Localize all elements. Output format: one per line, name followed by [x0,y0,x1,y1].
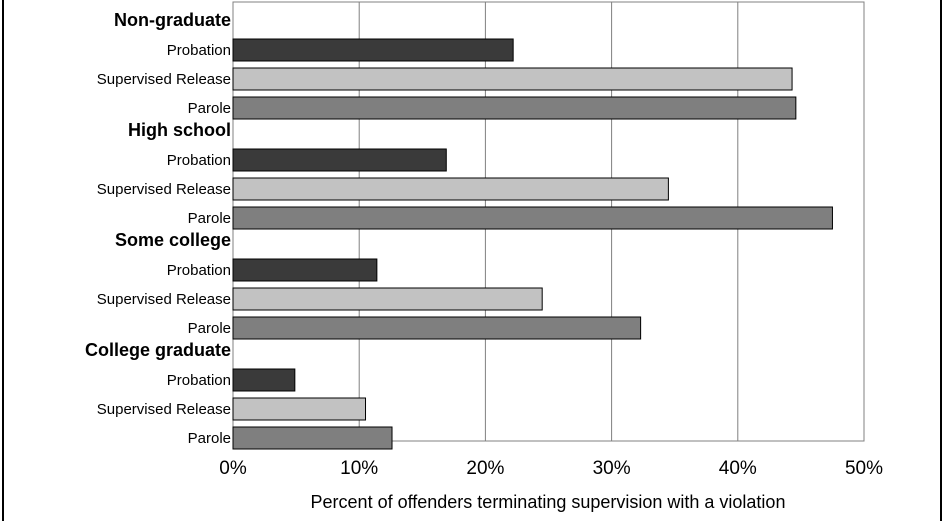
bar [232,287,543,311]
x-tick-label: 30% [593,458,631,479]
category-label: Probation [167,42,231,59]
bar [232,177,669,201]
bar [232,368,296,392]
bar [232,148,447,172]
category-label: Parole [188,320,231,337]
bar [232,316,642,340]
category-label: Probation [167,262,231,279]
x-tick-label: 20% [466,458,504,479]
category-label: Supervised Release [97,71,231,88]
bar [232,397,367,421]
bar [232,96,797,120]
bar [232,426,393,450]
bar [232,258,378,282]
x-tick-labels: 0% 10% 20% 30% 40% 50% [219,458,883,479]
bars [232,38,833,450]
category-label: Parole [188,100,231,117]
x-axis-title: Percent of offenders terminating supervi… [311,492,786,512]
group-label: Non-graduate [114,10,231,30]
group-label: High school [128,120,231,140]
bar [232,67,793,91]
category-labels: Non-graduate Probation Supervised Release P… [85,10,231,447]
bar [232,206,833,230]
x-tick-label: 0% [219,458,247,479]
x-tick-label: 10% [340,458,378,479]
group-label: College graduate [85,340,231,360]
category-label: Supervised Release [97,291,231,308]
x-tick-label: 40% [719,458,757,479]
bar [232,38,514,62]
x-tick-label: 50% [845,458,883,479]
category-label: Probation [167,152,231,169]
group-label: Some college [115,230,231,250]
category-label: Supervised Release [97,401,231,418]
category-label: Supervised Release [97,181,231,198]
category-label: Parole [188,210,231,227]
category-label: Parole [188,430,231,447]
category-label: Probation [167,372,231,389]
